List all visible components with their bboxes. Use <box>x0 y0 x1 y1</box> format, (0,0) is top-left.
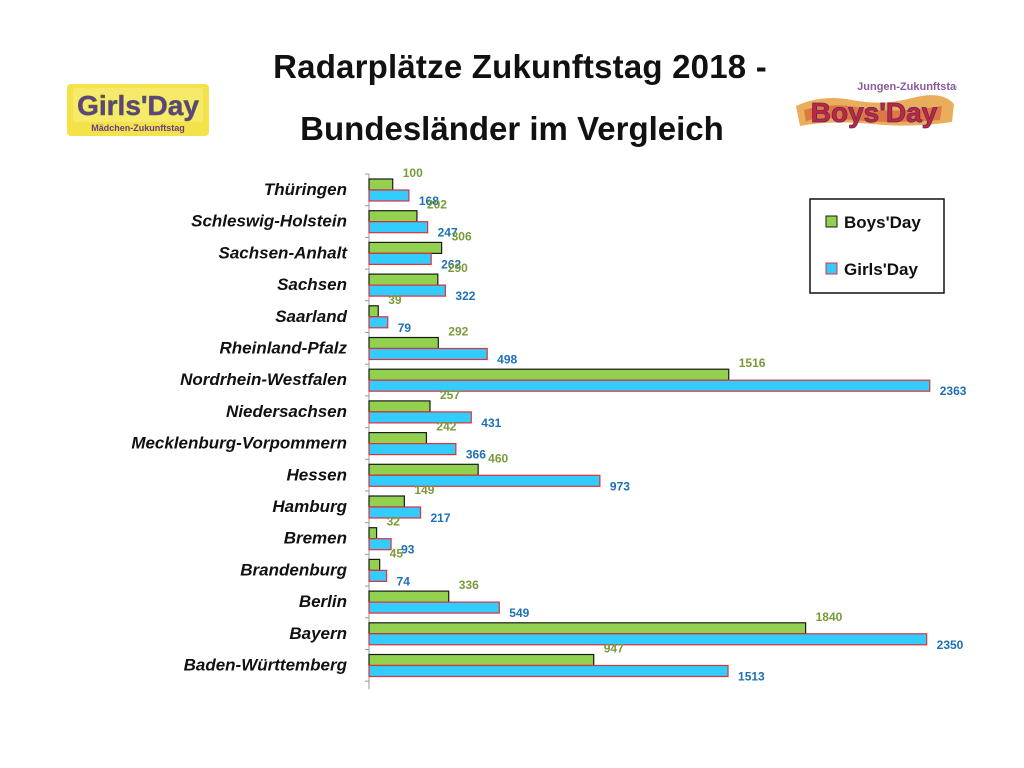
bar-girls-day <box>368 252 432 265</box>
plot-area: Thüringen 100 168 Schleswig-Holstein 202 247 S… <box>131 166 967 690</box>
legend-label-boys: Boys'Day <box>844 213 921 232</box>
data-label-girls-day: 498 <box>497 353 517 367</box>
girls-day-logo-text: Girls'Day <box>77 90 199 121</box>
legend-box <box>809 198 945 294</box>
data-label-boys-day: 149 <box>414 483 434 497</box>
bar-boys-day <box>368 495 405 508</box>
category-label: Niedersachsen <box>226 402 347 421</box>
bar-girls-day <box>368 664 729 678</box>
data-label-boys-day: 336 <box>459 578 479 592</box>
bar-girls-day <box>368 379 931 392</box>
data-label-girls-day: 2350 <box>937 638 964 652</box>
data-label-girls-day: 431 <box>481 416 501 430</box>
data-label-girls-day: 1513 <box>738 670 765 684</box>
bar-girls-day <box>368 189 410 202</box>
data-label-girls-day: 168 <box>419 194 439 208</box>
bar-boys-day <box>368 463 479 476</box>
bar-boys-day <box>368 178 394 191</box>
boys-day-logo-text: Boys'Day <box>811 97 938 128</box>
data-label-boys-day: 32 <box>387 515 401 529</box>
girls-day-logo-subtext: Mädchen-Zukunftstag <box>91 123 185 133</box>
category-label: Nordrhein-Westfalen <box>180 370 347 389</box>
category-label: Sachsen-Anhalt <box>219 243 349 262</box>
data-label-boys-day: 306 <box>452 229 472 243</box>
category-label: Rheinland-Pfalz <box>219 339 347 358</box>
bar-boys-day <box>368 305 379 318</box>
bar-girls-day <box>368 601 500 614</box>
bar-girls-day <box>368 633 928 646</box>
data-label-boys-day: 290 <box>448 261 468 275</box>
bar-boys-day <box>368 622 807 635</box>
bar-girls-day <box>368 506 422 519</box>
bar-boys-day <box>368 241 443 254</box>
category-label: Sachsen <box>277 275 347 294</box>
legend-swatch-girls <box>825 262 838 275</box>
data-label-girls-day: 93 <box>401 543 415 557</box>
data-label-boys-day: 1840 <box>816 610 843 624</box>
bar-girls-day <box>368 347 488 361</box>
data-label-boys-day: 460 <box>488 451 508 465</box>
data-label-boys-day: 947 <box>604 642 624 656</box>
bar-boys-day <box>368 273 439 286</box>
data-label-girls-day: 79 <box>398 321 412 335</box>
category-label: Berlin <box>299 592 347 611</box>
category-label: Saarland <box>275 307 347 326</box>
bar-boys-day <box>368 558 381 572</box>
legend-swatch-boys <box>825 215 838 228</box>
data-label-boys-day: 292 <box>448 325 468 339</box>
category-label: Hamburg <box>272 497 347 516</box>
bar-boys-day <box>368 432 428 445</box>
bar-boys-day <box>368 400 431 413</box>
boys-day-logo: Jungen-Zukunftstag Boys'Day <box>796 81 957 128</box>
data-label-girls-day: 247 <box>438 226 458 240</box>
category-label: Brandenburg <box>240 560 347 579</box>
data-label-boys-day: 45 <box>390 546 404 560</box>
data-label-boys-day: 257 <box>440 388 460 402</box>
bar-girls-day <box>368 569 388 583</box>
data-label-boys-day: 202 <box>427 198 447 212</box>
bar-girls-day <box>368 411 472 424</box>
category-label: Thüringen <box>264 180 347 199</box>
category-label: Hessen <box>287 465 347 484</box>
data-label-boys-day: 100 <box>403 166 423 180</box>
category-label: Bremen <box>284 529 347 548</box>
data-label-girls-day: 262 <box>441 257 461 271</box>
bar-girls-day <box>368 474 601 487</box>
category-label: Bayern <box>289 624 347 643</box>
bar-girls-day <box>368 538 392 551</box>
bar-girls-day <box>368 443 457 456</box>
category-label: Schleswig-Holstein <box>191 212 347 231</box>
bar-girls-day <box>368 284 447 297</box>
bar-boys-day <box>368 653 595 667</box>
bar-boys-day <box>368 210 418 223</box>
data-label-girls-day: 973 <box>610 479 630 493</box>
data-label-boys-day: 1516 <box>739 356 766 370</box>
category-label: Baden-Württemberg <box>184 656 348 675</box>
bar-girls-day <box>368 316 389 329</box>
data-label-girls-day: 2363 <box>940 384 967 398</box>
boys-day-logo-subtext: Jungen-Zukunftstag <box>857 81 957 93</box>
chart-title-line-2: Bundesländer im Vergleich <box>300 110 724 147</box>
category-label: Mecklenburg-Vorpommern <box>131 434 347 453</box>
bar-boys-day <box>368 336 439 350</box>
bar-boys-day <box>368 527 378 540</box>
data-label-girls-day: 366 <box>466 448 486 462</box>
chart-title-line-1: Radarplätze Zukunftstag 2018 - <box>273 48 767 85</box>
girls-day-logo: Girls'Day Mädchen-Zukunftstag <box>67 84 209 136</box>
bar-girls-day <box>368 221 429 234</box>
bar-boys-day <box>368 590 450 603</box>
data-label-girls-day: 549 <box>509 606 529 620</box>
data-label-boys-day: 242 <box>436 420 456 434</box>
data-label-girls-day: 322 <box>455 289 475 303</box>
data-label-boys-day: 39 <box>388 293 402 307</box>
data-label-girls-day: 217 <box>430 511 450 525</box>
data-label-girls-day: 74 <box>397 574 411 588</box>
legend-label-girls: Girls'Day <box>844 260 919 279</box>
bar-boys-day <box>368 368 730 381</box>
legend: Boys'Day Girls'Day <box>809 198 945 294</box>
